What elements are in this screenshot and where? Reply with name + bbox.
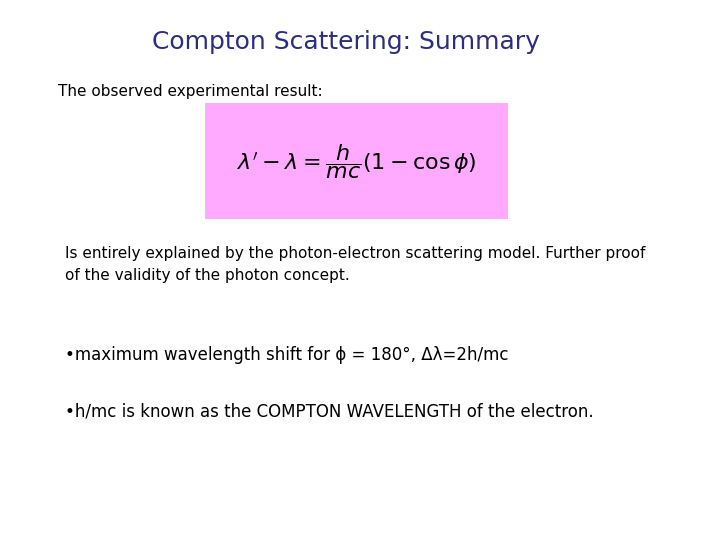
Text: Compton Scattering: Summary: Compton Scattering: Summary (152, 30, 539, 53)
FancyBboxPatch shape (205, 103, 508, 219)
Text: $\lambda' - \lambda = \dfrac{h}{mc}(1 - \cos\phi)$: $\lambda' - \lambda = \dfrac{h}{mc}(1 - … (237, 143, 476, 181)
Text: The observed experimental result:: The observed experimental result: (58, 84, 323, 99)
Text: •maximum wavelength shift for ϕ = 180°, Δλ=2h/mc: •maximum wavelength shift for ϕ = 180°, … (65, 346, 508, 363)
Text: Is entirely explained by the photon-electron scattering model. Further proof
of : Is entirely explained by the photon-elec… (65, 246, 645, 283)
Text: •h/mc is known as the COMPTON WAVELENGTH of the electron.: •h/mc is known as the COMPTON WAVELENGTH… (65, 402, 593, 420)
